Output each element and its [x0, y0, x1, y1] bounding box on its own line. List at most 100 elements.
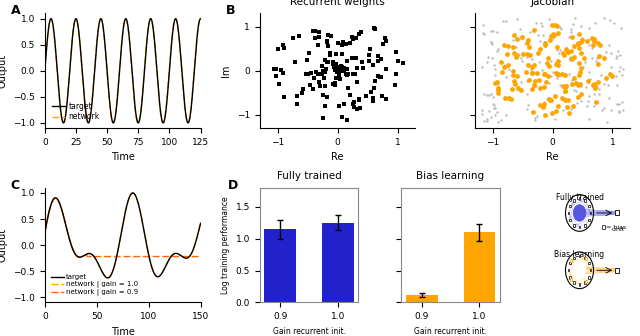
- Point: [547, 74, 557, 79]
- Point: [320, 70, 330, 75]
- Point: [554, 71, 564, 76]
- Point: [588, 42, 598, 47]
- Point: [568, 21, 578, 27]
- Point: [587, 35, 597, 41]
- X-axis label: Re: Re: [547, 153, 559, 162]
- network | gain = 1.0: [41, 231, 49, 235]
- Point: [508, 50, 518, 55]
- Point: [378, 41, 388, 46]
- X-axis label: Time: Time: [111, 327, 134, 336]
- Point: [488, 102, 499, 108]
- Point: [566, 107, 576, 112]
- Point: [563, 49, 573, 54]
- Point: [590, 83, 600, 88]
- Point: [349, 99, 359, 105]
- Point: [568, 43, 579, 49]
- Point: [342, 85, 353, 91]
- Point: [478, 31, 488, 36]
- Point: [484, 108, 494, 114]
- Y-axis label: Im: Im: [221, 65, 231, 77]
- Point: [522, 106, 532, 112]
- Point: [292, 101, 302, 107]
- target: [57, 109, 65, 113]
- Point: [323, 33, 333, 38]
- Point: [337, 65, 348, 70]
- Point: [358, 66, 368, 71]
- Point: [564, 54, 575, 60]
- Point: [516, 35, 526, 40]
- Point: [570, 15, 580, 21]
- Point: [543, 81, 554, 86]
- Point: [573, 72, 584, 78]
- Point: [487, 42, 497, 47]
- Point: [482, 59, 492, 64]
- Point: [330, 67, 340, 73]
- Point: [545, 37, 556, 42]
- Point: [322, 38, 332, 43]
- Point: [333, 69, 343, 74]
- Point: [323, 43, 333, 48]
- FancyBboxPatch shape: [569, 262, 571, 264]
- Point: [317, 115, 328, 121]
- FancyBboxPatch shape: [573, 257, 575, 259]
- Point: [560, 89, 570, 94]
- Line: target: target: [45, 19, 200, 123]
- Point: [342, 73, 353, 78]
- Point: [582, 104, 592, 109]
- network | gain = 0.9: [41, 228, 49, 233]
- Point: [486, 91, 497, 96]
- Circle shape: [573, 205, 586, 221]
- Point: [348, 36, 358, 42]
- Point: [322, 94, 332, 100]
- Point: [511, 54, 522, 60]
- network | gain = 0.9: [52, 196, 60, 200]
- Point: [572, 101, 582, 106]
- Point: [278, 94, 289, 99]
- network | gain = 1.0: [49, 198, 56, 202]
- target: [129, 191, 136, 195]
- Point: [581, 84, 591, 89]
- Point: [325, 53, 335, 58]
- Point: [496, 117, 506, 122]
- target: [104, 78, 111, 82]
- Text: = bias: = bias: [606, 224, 627, 229]
- Point: [593, 40, 603, 46]
- Point: [593, 80, 603, 85]
- network | gain = 1.0: [196, 221, 204, 225]
- network | gain = 0.9: [113, 254, 120, 258]
- Point: [335, 64, 346, 69]
- Point: [616, 26, 626, 31]
- Point: [342, 66, 352, 72]
- Point: [393, 58, 403, 64]
- Point: [271, 67, 281, 72]
- Point: [306, 70, 316, 75]
- Point: [557, 71, 567, 76]
- Point: [495, 59, 506, 64]
- Point: [548, 32, 558, 37]
- Point: [319, 57, 330, 62]
- Bar: [264, 229, 296, 302]
- Point: [297, 90, 307, 96]
- Point: [493, 81, 503, 86]
- Point: [490, 112, 500, 118]
- Point: [333, 68, 343, 74]
- Point: [599, 55, 609, 60]
- target: [184, 121, 192, 125]
- Point: [617, 72, 627, 77]
- network | gain = 1.0: [116, 235, 124, 239]
- Point: [276, 67, 286, 73]
- Point: [352, 107, 362, 112]
- Point: [506, 97, 516, 102]
- Point: [529, 82, 539, 88]
- Point: [513, 86, 523, 91]
- Point: [566, 30, 576, 35]
- Point: [573, 61, 584, 67]
- Point: [612, 82, 622, 87]
- Point: [570, 88, 580, 94]
- Point: [559, 88, 570, 93]
- Point: [502, 43, 513, 48]
- Point: [559, 53, 569, 58]
- Point: [579, 64, 589, 70]
- Point: [535, 46, 545, 51]
- Point: [575, 69, 585, 75]
